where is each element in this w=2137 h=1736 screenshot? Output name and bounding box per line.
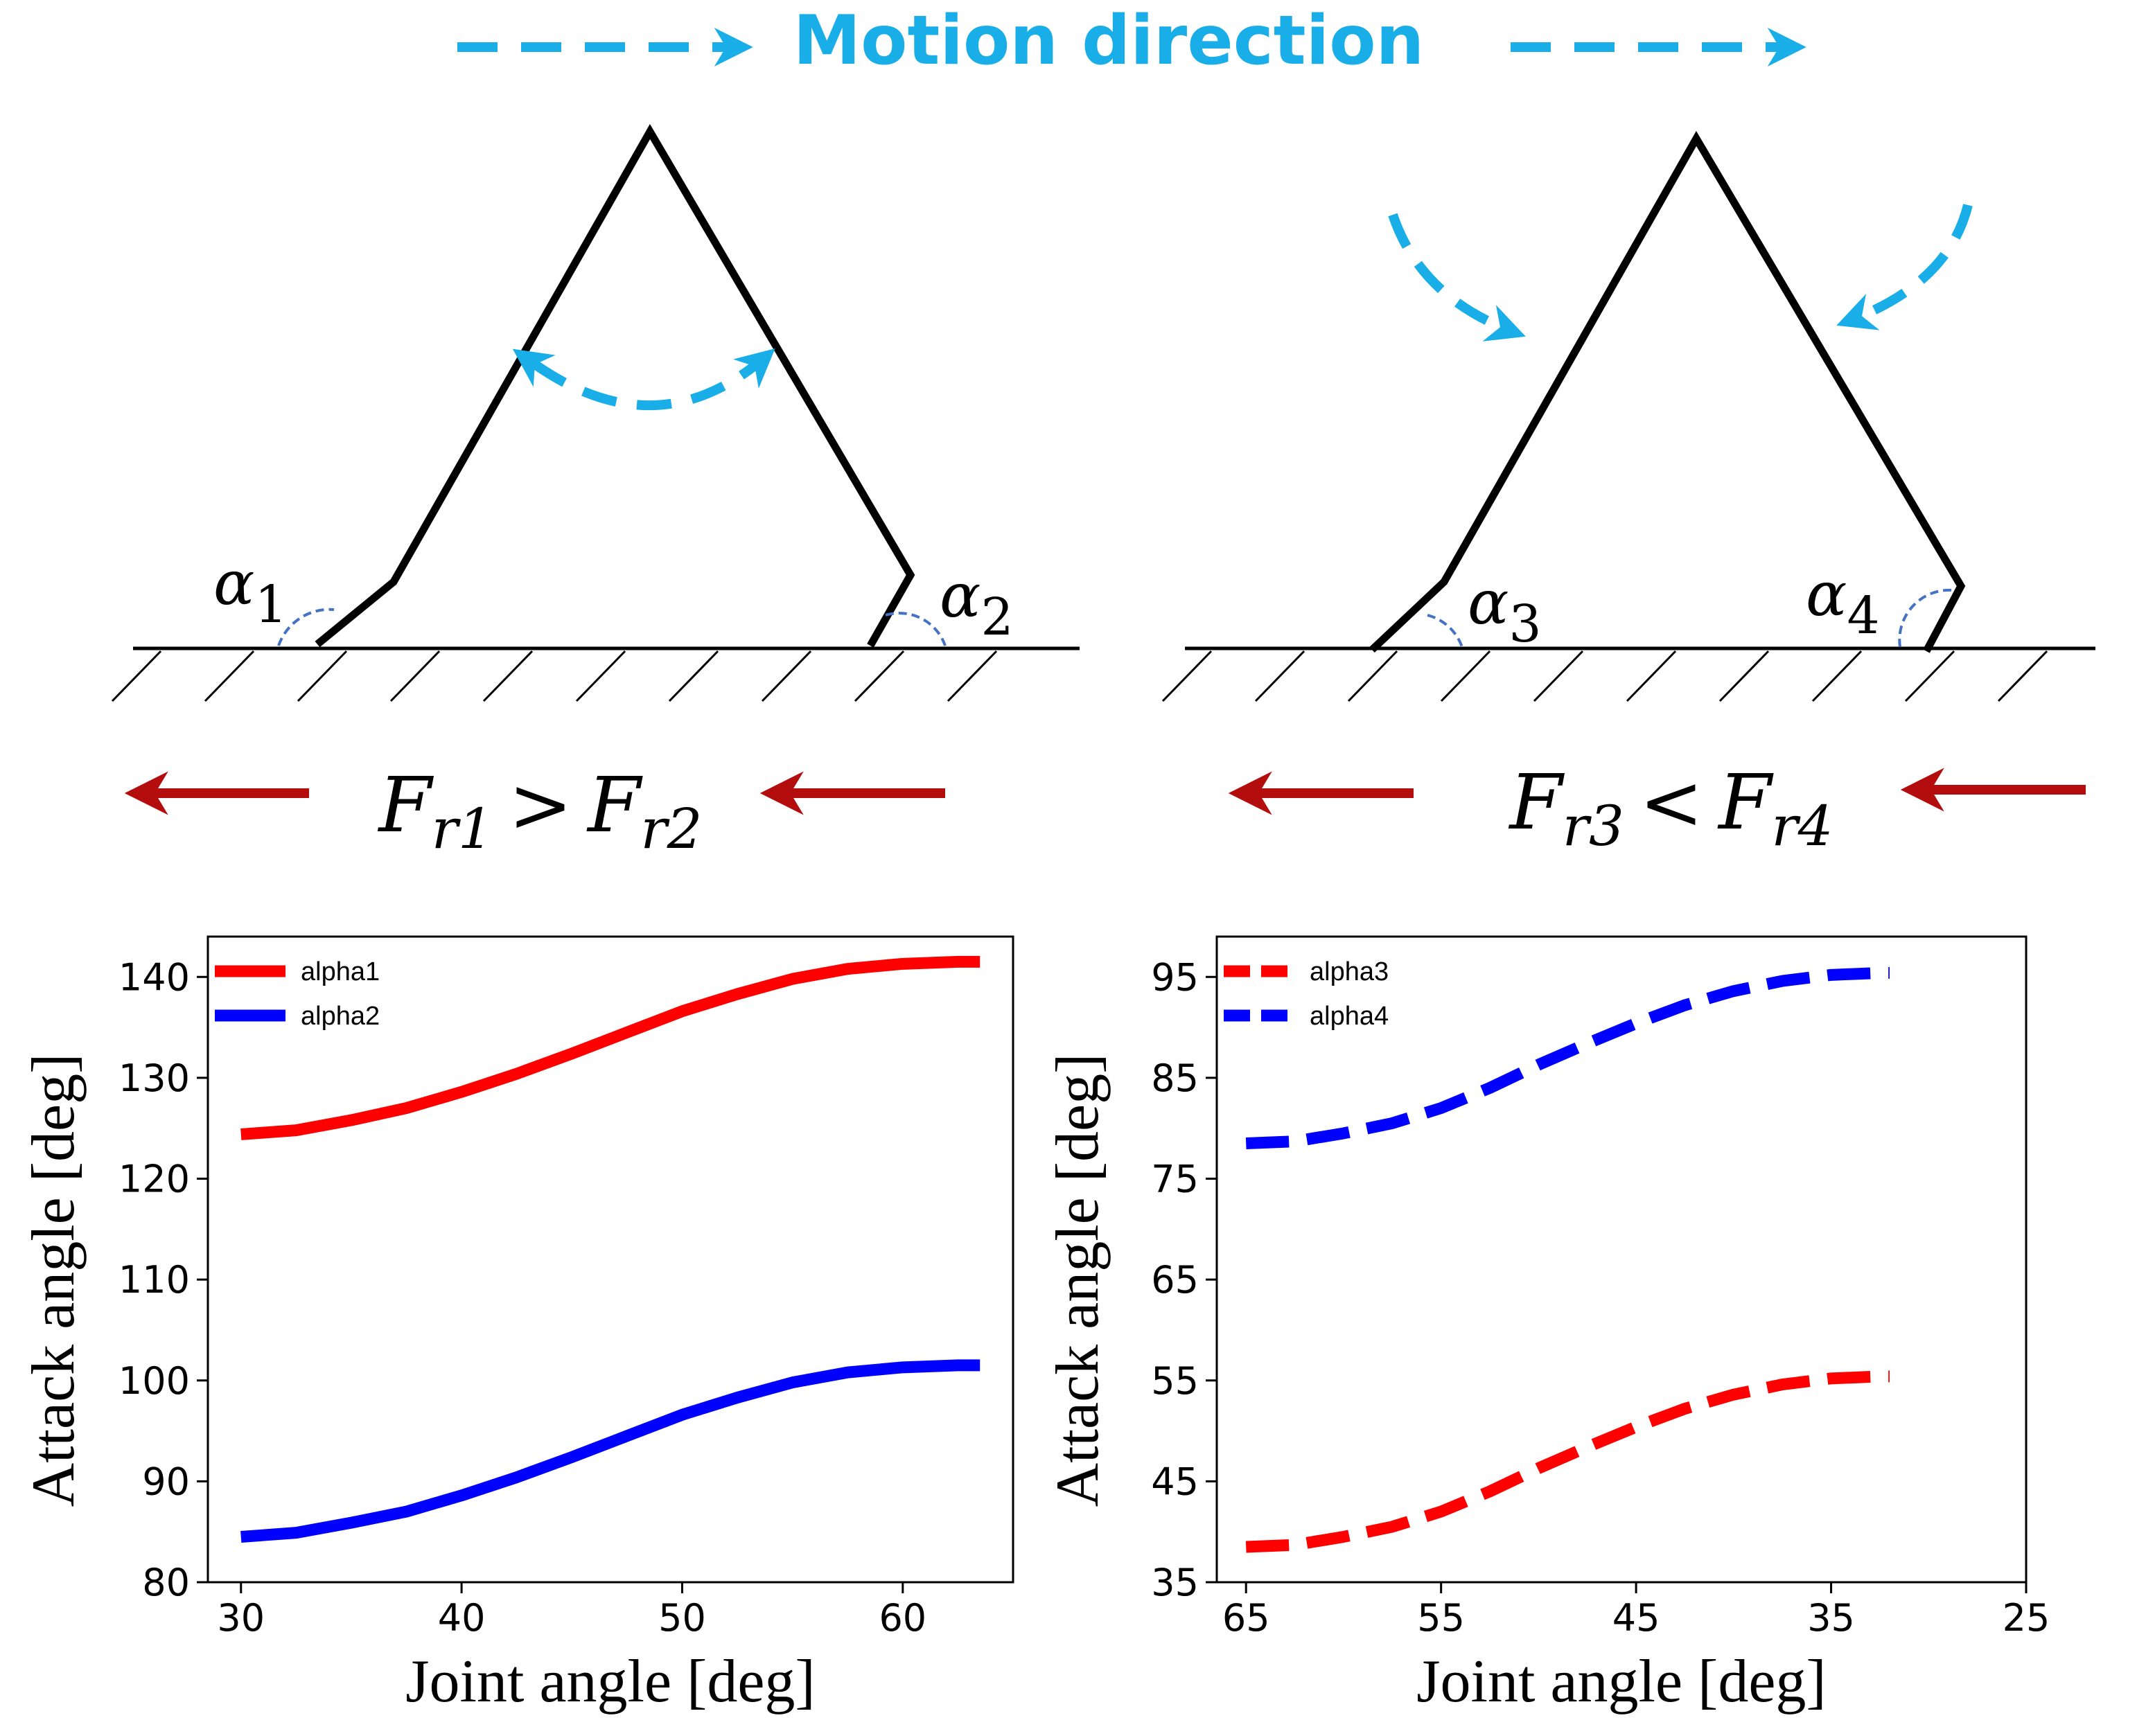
y-tick-label: 95: [1151, 955, 1199, 999]
alpha4-arc: [1898, 588, 1953, 648]
force-inequality-right: Fr3 < Fr4: [1508, 758, 1833, 858]
series-line-alpha3: [1245, 1370, 1890, 1553]
joint-rotation-arrow: [512, 348, 775, 410]
series-line-alpha1: [240, 955, 980, 1140]
x-tick-label: 55: [1417, 1596, 1465, 1640]
x-tick-label: 60: [879, 1596, 926, 1640]
y-tick-label: 90: [142, 1460, 190, 1503]
x-axis-title: Joint angle [deg]: [1416, 1648, 1826, 1715]
series-line-alpha2: [240, 1359, 980, 1543]
x-tick-label: 30: [217, 1596, 265, 1640]
alpha1-label: α1: [213, 547, 288, 635]
series-line-alpha4: [1245, 966, 1890, 1150]
x-tick-label: 35: [1807, 1596, 1855, 1640]
y-tick-label: 140: [118, 955, 190, 999]
left-leg-rotation-arrow: [1388, 213, 1526, 342]
alpha3-label: α3: [1468, 567, 1542, 654]
alpha4-label: α4: [1806, 558, 1880, 646]
y-tick-label: 55: [1151, 1359, 1199, 1403]
right-mechanism-diagram: α3 α4: [1161, 131, 2095, 702]
y-tick-label: 80: [142, 1561, 190, 1604]
motion-direction-title: Motion direction: [793, 1, 1425, 80]
legend-label-alpha4: alpha4: [1310, 1002, 1389, 1031]
y-tick-label: 65: [1151, 1258, 1199, 1302]
y-tick-label: 100: [118, 1359, 190, 1403]
motion-direction-header: Motion direction: [457, 1, 1806, 80]
leg-structure-right: [1369, 131, 1966, 653]
y-tick-label: 120: [118, 1158, 190, 1201]
y-tick-label: 75: [1151, 1158, 1199, 1201]
y-tick-label: 110: [118, 1258, 190, 1302]
plot-frame: [206, 935, 1014, 1584]
chart-alpha1-alpha2: 30 40 50 60 80 90 100 110 120 130 140 Joint angle […: [20, 935, 1014, 1715]
x-tick-label: 50: [658, 1596, 706, 1640]
alpha3-arc: [1427, 614, 1463, 648]
legend-label-alpha3: alpha3: [1310, 957, 1389, 986]
right-force-relation: Fr3 < Fr4: [1228, 758, 2086, 858]
x-axis-title: Joint angle [deg]: [405, 1648, 815, 1715]
chart-alpha3-alpha4: 65 55 45 35 25 35 45 55 65 75 85 95 Joint angle [deg…: [1044, 935, 2050, 1715]
ground-hatch-left: [111, 650, 998, 702]
plot-frame: [1215, 935, 2028, 1584]
leg-structure-left: [315, 124, 915, 648]
legend-label-alpha1: alpha1: [301, 957, 380, 986]
y-axis-title: Attack angle [deg]: [1044, 1054, 1111, 1507]
left-mechanism-diagram: α1 α2: [111, 124, 1080, 702]
legend-label-alpha2: alpha2: [301, 1002, 380, 1031]
x-tick-label: 25: [2003, 1596, 2050, 1640]
left-force-relation: Fr1 > Fr2: [124, 761, 945, 861]
y-tick-label: 130: [118, 1056, 190, 1100]
ground-hatch-right: [1161, 650, 2048, 702]
x-tick-label: 40: [438, 1596, 486, 1640]
right-leg-rotation-arrow: [1836, 204, 1973, 330]
y-tick-label: 35: [1151, 1561, 1199, 1604]
alpha2-arc: [885, 612, 947, 646]
y-axis-title: Attack angle [deg]: [20, 1054, 87, 1507]
y-tick-label: 45: [1151, 1460, 1199, 1503]
alpha2-label: α2: [940, 560, 1014, 647]
y-tick-label: 85: [1151, 1056, 1199, 1100]
force-inequality-left: Fr1 > Fr2: [377, 761, 702, 861]
x-tick-label: 65: [1222, 1596, 1270, 1640]
x-tick-label: 45: [1612, 1596, 1660, 1640]
